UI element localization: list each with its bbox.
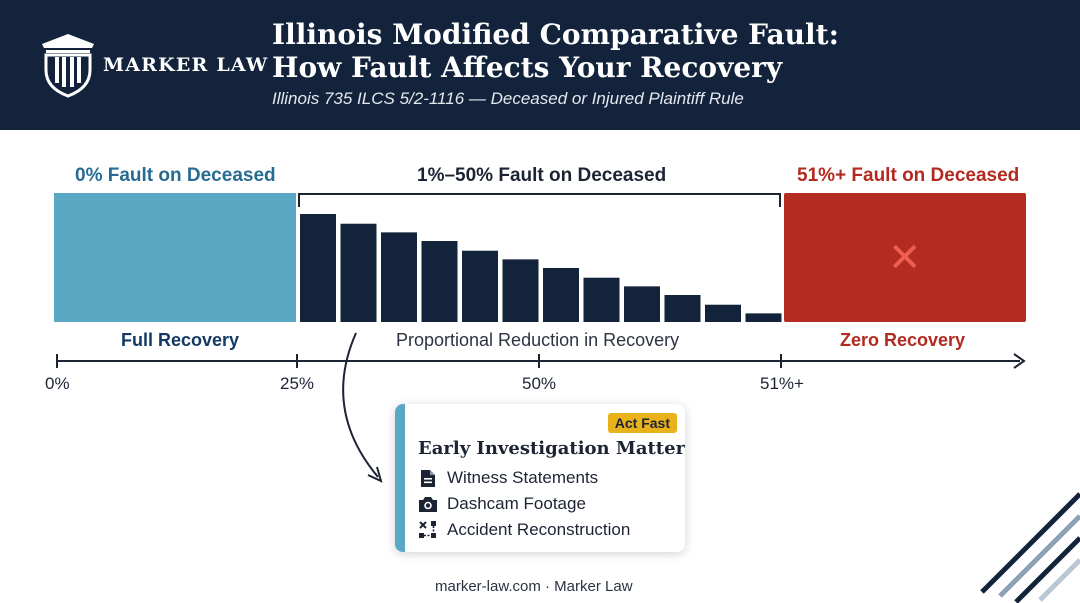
tick-label-0: 0% [45, 374, 70, 393]
pillar-logo-icon [42, 34, 94, 98]
recovery-bar-7 [543, 268, 579, 322]
tick-label-25: 25% [280, 374, 315, 393]
section-bracket [298, 193, 781, 207]
section-label-zero: 51%+ Fault on Deceased [797, 165, 1020, 186]
decorative-stripes [980, 492, 1080, 603]
outcome-proportional: Proportional Reduction in Recovery [396, 330, 680, 350]
recovery-bar-9 [624, 286, 660, 322]
page-title: Illinois Modified Comparative Fault: How… [272, 18, 839, 84]
callout-arrow [342, 332, 379, 478]
recovery-bar-1 [300, 214, 336, 322]
outcome-zero-recovery: Zero Recovery [840, 330, 966, 350]
recovery-bar-4 [421, 241, 458, 322]
title-line-1: Illinois Modified Comparative Fault: [272, 18, 839, 51]
callout-title: Early Investigation Matters [418, 438, 685, 459]
callout-item-label: Witness Statements [447, 468, 599, 487]
recovery-bar-10 [664, 295, 701, 322]
recovery-bar-11 [705, 304, 741, 322]
section-label-proportional: 1%–50% Fault on Deceased [417, 165, 667, 186]
callout-card: Act Fast Early Investigation Matters Wit… [395, 404, 685, 552]
recovery-bar-8 [583, 277, 620, 322]
recovery-bar-2 [340, 223, 377, 322]
title-line-2: How Fault Affects Your Recovery [272, 51, 783, 84]
x-icon: ✕ [888, 236, 922, 280]
callout-item-label: Dashcam Footage [447, 494, 586, 513]
proportional-bar-chart [300, 214, 782, 322]
tick-label-50: 50% [522, 374, 557, 393]
act-fast-badge: Act Fast [607, 413, 677, 433]
tick-label-51: 51%+ [760, 374, 804, 393]
outcome-full-recovery: Full Recovery [121, 330, 240, 350]
brand-name: MARKER LAW [103, 54, 269, 76]
full-recovery-block [54, 193, 296, 322]
page-subtitle: Illinois 735 ILCS 5/2-1116 — Deceased or… [272, 89, 744, 108]
callout-item-label: Accident Reconstruction [447, 520, 631, 539]
callout-item-reconstruction: Accident Reconstruction [418, 520, 630, 540]
recovery-bar-5 [462, 250, 498, 322]
section-label-full: 0% Fault on Deceased [75, 165, 276, 186]
recovery-bar-3 [381, 232, 417, 322]
recovery-bar-12 [745, 313, 782, 322]
zero-recovery-block [784, 193, 1026, 322]
header-banner: MARKER LAW Illinois Modified Comparative… [0, 0, 1080, 130]
document-icon [418, 468, 438, 488]
callout-accent-bar [395, 404, 405, 552]
recovery-bar-6 [502, 259, 539, 322]
footer-text: marker-law.com · Marker Law [435, 578, 633, 595]
camera-icon [418, 494, 438, 514]
callout-item-dashcam: Dashcam Footage [418, 494, 586, 514]
diagram-icon [418, 520, 438, 540]
callout-item-witness: Witness Statements [418, 468, 598, 488]
